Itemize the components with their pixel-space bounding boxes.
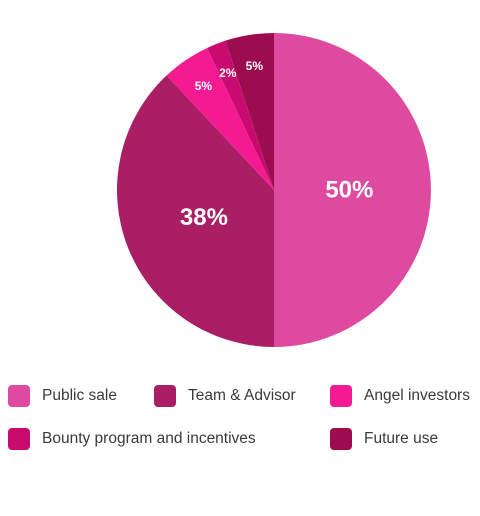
- legend-label-bounty-program: Bounty program and incentives: [42, 430, 256, 447]
- legend-swatch-bounty-program: [8, 428, 30, 450]
- legend-swatch-future-use: [330, 428, 352, 450]
- pie-label-bounty-program: 2%: [219, 66, 237, 80]
- pie-slice-future-use: [225, 33, 274, 190]
- legend-label-team-advisor: Team & Advisor: [188, 387, 296, 404]
- pie-label-future-use: 5%: [246, 59, 264, 73]
- chart-legend: Public sale Team & Advisor Angel investo…: [0, 382, 480, 462]
- pie-slice-public-sale: [274, 33, 431, 347]
- legend-swatch-angel-investors: [330, 385, 352, 407]
- pie-slice-bounty-program: [207, 40, 274, 190]
- legend-label-angel-investors: Angel investors: [364, 387, 470, 404]
- pie-chart-svg: 50% 38% 5% 2% 5%: [117, 33, 431, 347]
- legend-item-public-sale: Public sale: [8, 382, 117, 410]
- pie-slice-angel-investors: [166, 47, 274, 190]
- pie-label-angel-investors: 5%: [195, 79, 213, 93]
- pie-slice-team-advisor: [117, 75, 275, 347]
- legend-item-team-advisor: Team & Advisor: [154, 382, 296, 410]
- pie-label-public-sale: 50%: [325, 177, 373, 204]
- legend-item-angel-investors: Angel investors: [330, 382, 470, 410]
- legend-label-future-use: Future use: [364, 430, 439, 447]
- legend-label-public-sale: Public sale: [42, 387, 117, 404]
- pie-label-team-advisor: 38%: [180, 204, 228, 231]
- legend-item-future-use: Future use: [330, 425, 438, 453]
- legend-item-bounty-program: Bounty program and incentives: [8, 425, 256, 453]
- legend-swatch-team-advisor: [154, 385, 176, 407]
- legend-swatch-public-sale: [8, 385, 30, 407]
